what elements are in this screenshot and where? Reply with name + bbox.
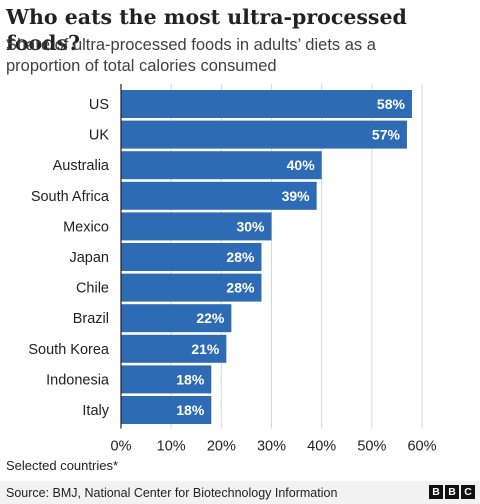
bar-value-label: 30% <box>236 218 265 234</box>
bar <box>121 181 317 210</box>
bar <box>121 90 412 118</box>
bar <box>121 120 407 149</box>
bar-value-label: 39% <box>282 188 311 204</box>
category-label: Italy <box>82 403 109 419</box>
bar <box>121 273 262 302</box>
x-tick-label: 20% <box>207 439 236 454</box>
chart-note: Selected countries* <box>6 458 119 473</box>
x-tick-label: 60% <box>407 439 436 454</box>
bar-value-label: 57% <box>372 127 401 143</box>
bar-value-label: 28% <box>226 280 255 296</box>
bar-chart: 58% US 57% UK 40% Australia 39% South Africa 30%… <box>28 84 437 454</box>
category-label: Brazil <box>73 311 109 327</box>
category-label: Chile <box>76 281 109 297</box>
bar <box>121 243 262 271</box>
category-label: UK <box>89 128 109 144</box>
category-label: Australia <box>53 158 110 174</box>
category-label: US <box>89 97 109 113</box>
logo-letter: B <box>429 485 443 499</box>
bar-value-label: 22% <box>196 310 225 326</box>
bar <box>121 396 212 424</box>
bar-value-label: 28% <box>226 249 255 265</box>
bar-value-label: 58% <box>377 96 406 112</box>
bar <box>121 151 322 180</box>
footer-bar <box>0 481 480 504</box>
bar-value-label: 18% <box>176 371 205 387</box>
bbc-logo: B B C <box>429 485 475 499</box>
x-tick-label: 50% <box>357 439 386 454</box>
category-label: Indonesia <box>46 372 110 388</box>
x-tick-label: 40% <box>307 439 336 454</box>
bar-value-label: 21% <box>191 341 220 357</box>
category-label: Mexico <box>63 219 109 235</box>
chart-subtitle: Share of ultra-processed foods in adults… <box>6 36 376 75</box>
bar <box>121 212 272 241</box>
logo-letter: B <box>445 485 459 499</box>
x-tick-label: 10% <box>157 439 186 454</box>
category-label: South Korea <box>28 342 110 358</box>
chart-title: Who eats the most ultra-processed foods? <box>6 5 407 55</box>
x-tick-label: 30% <box>257 439 286 454</box>
logo-letter: C <box>461 485 475 499</box>
bar-value-label: 18% <box>176 402 205 418</box>
bar <box>121 334 227 363</box>
category-label: South Africa <box>31 189 110 205</box>
x-tick-label: 0% <box>111 439 132 454</box>
bar <box>121 365 212 394</box>
bar-value-label: 40% <box>287 157 316 173</box>
source-text: Source: BMJ, National Center for Biotech… <box>6 486 338 500</box>
category-label: Japan <box>69 250 109 266</box>
bar <box>121 304 232 333</box>
